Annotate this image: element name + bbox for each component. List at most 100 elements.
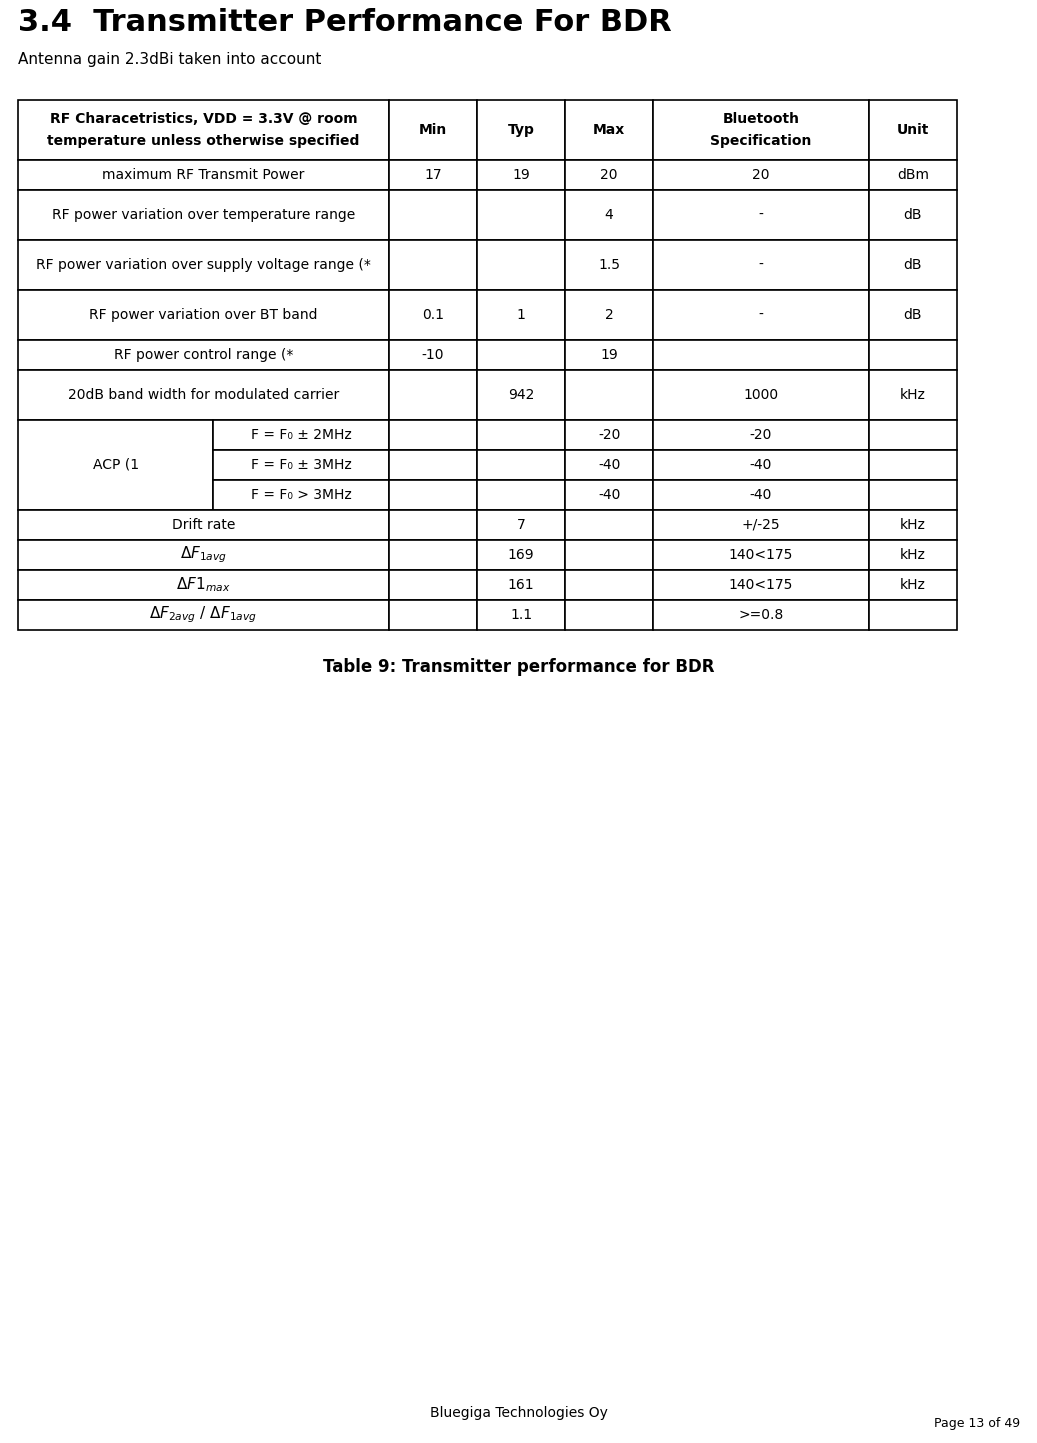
Bar [869, 100, 957, 160]
Bar [653, 160, 869, 190]
Bar [477, 240, 565, 290]
Text: 20: 20 [600, 167, 618, 182]
Bar [565, 420, 653, 450]
Bar [869, 509, 957, 540]
Text: 2: 2 [605, 307, 614, 322]
Bar [869, 369, 957, 420]
Bar [389, 369, 477, 420]
Text: -: - [758, 258, 763, 271]
Bar [653, 570, 869, 600]
Text: $\Delta F_{2avg}$ / $\Delta F_{1avg}$: $\Delta F_{2avg}$ / $\Delta F_{1avg}$ [149, 605, 257, 625]
Bar [18, 160, 389, 190]
Bar [18, 570, 389, 600]
Text: F = F₀ ± 2MHz: F = F₀ ± 2MHz [251, 429, 352, 442]
Bar [565, 450, 653, 481]
Bar [653, 369, 869, 420]
Text: ACP (1: ACP (1 [92, 457, 139, 472]
Bar [389, 100, 477, 160]
Text: dBm: dBm [897, 167, 929, 182]
Bar [389, 509, 477, 540]
Bar [565, 481, 653, 509]
Bar [653, 240, 869, 290]
Text: $\Delta F_{1avg}$: $\Delta F_{1avg}$ [179, 544, 227, 566]
Text: 1.5: 1.5 [598, 258, 620, 271]
Bar [869, 160, 957, 190]
Bar [18, 240, 389, 290]
Text: kHz: kHz [900, 579, 926, 592]
Text: Max: Max [593, 123, 625, 137]
Text: 1000: 1000 [744, 388, 779, 403]
Bar [565, 100, 653, 160]
Bar [477, 540, 565, 570]
Bar [389, 290, 477, 341]
Bar [565, 240, 653, 290]
Bar [653, 450, 869, 481]
Text: -: - [758, 307, 763, 322]
Bar [565, 540, 653, 570]
Text: kHz: kHz [900, 518, 926, 532]
Bar [653, 420, 869, 450]
Bar [653, 540, 869, 570]
Text: -20: -20 [598, 429, 620, 442]
Bar [18, 190, 389, 240]
Bar [653, 481, 869, 509]
Text: RF power control range (*: RF power control range (* [114, 348, 293, 362]
Bar [477, 100, 565, 160]
Bar [653, 100, 869, 160]
Text: 17: 17 [424, 167, 442, 182]
Bar [869, 600, 957, 631]
Text: -40: -40 [598, 457, 620, 472]
Bar [18, 600, 389, 631]
Text: 20: 20 [752, 167, 769, 182]
Bar [477, 600, 565, 631]
Text: -40: -40 [598, 488, 620, 502]
Bar [477, 341, 565, 369]
Bar [477, 481, 565, 509]
Text: 0.1: 0.1 [422, 307, 444, 322]
Bar [565, 509, 653, 540]
Text: 1: 1 [516, 307, 526, 322]
Text: 3.4  Transmitter Performance For BDR: 3.4 Transmitter Performance For BDR [18, 9, 672, 38]
Text: RF power variation over temperature range: RF power variation over temperature rang… [52, 208, 355, 222]
Text: +/-25: +/-25 [741, 518, 780, 532]
Text: dB: dB [903, 258, 922, 271]
Text: Unit: Unit [897, 123, 929, 137]
Bar [389, 600, 477, 631]
Text: Antenna gain 2.3dBi taken into account: Antenna gain 2.3dBi taken into account [18, 52, 321, 66]
Bar [214, 481, 389, 509]
Text: Page 13 of 49: Page 13 of 49 [934, 1417, 1020, 1430]
Bar [653, 509, 869, 540]
Bar [389, 420, 477, 450]
Bar [18, 290, 389, 341]
Text: dB: dB [903, 208, 922, 222]
Text: $\Delta F1_{max}$: $\Delta F1_{max}$ [176, 576, 230, 595]
Bar [477, 420, 565, 450]
Bar [565, 570, 653, 600]
Text: RF power variation over BT band: RF power variation over BT band [89, 307, 317, 322]
Bar [565, 190, 653, 240]
Text: -20: -20 [750, 429, 773, 442]
Text: F = F₀ > 3MHz: F = F₀ > 3MHz [251, 488, 352, 502]
Text: Bluetooth: Bluetooth [723, 113, 800, 127]
Text: kHz: kHz [900, 548, 926, 561]
Bar [214, 450, 389, 481]
Bar [869, 570, 957, 600]
Text: F = F₀ ± 3MHz: F = F₀ ± 3MHz [251, 457, 352, 472]
Bar [389, 341, 477, 369]
Text: dB: dB [903, 307, 922, 322]
Text: Drift rate: Drift rate [172, 518, 235, 532]
Text: maximum RF Transmit Power: maximum RF Transmit Power [103, 167, 305, 182]
Bar [565, 290, 653, 341]
Bar [869, 341, 957, 369]
Bar [477, 509, 565, 540]
Bar [869, 420, 957, 450]
Text: 1.1: 1.1 [510, 608, 532, 622]
Text: 19: 19 [600, 348, 618, 362]
Bar [18, 100, 389, 160]
Bar [18, 420, 214, 509]
Text: Typ: Typ [507, 123, 534, 137]
Bar [565, 369, 653, 420]
Bar [214, 420, 389, 450]
Bar [869, 481, 957, 509]
Bar [477, 450, 565, 481]
